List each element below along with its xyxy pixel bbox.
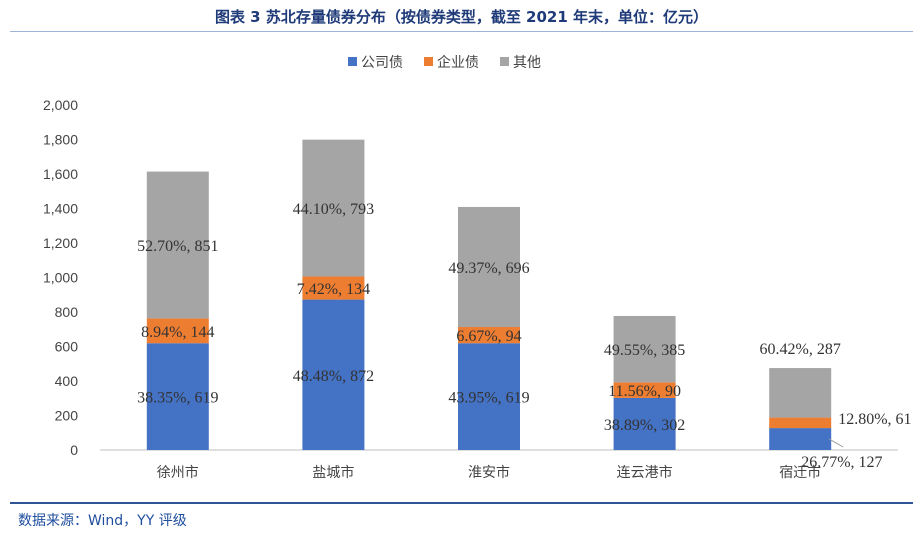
bar-segment xyxy=(458,327,520,344)
data-label: 12.80%, 61 xyxy=(838,411,911,428)
y-tick-label: 800 xyxy=(55,304,79,320)
data-label: 6.67%, 94 xyxy=(456,328,521,345)
y-tick-label: 1,000 xyxy=(43,270,78,286)
legend-label: 企业债 xyxy=(437,54,479,71)
legend-label: 其他 xyxy=(513,55,541,71)
data-label: 44.10%, 793 xyxy=(293,201,374,218)
bar-segment xyxy=(302,139,365,277)
chart-title: 图表 3 苏北存量债券分布（按债券类型，截至 2021 年末，单位：亿元） xyxy=(214,8,709,26)
bar-segment xyxy=(302,276,365,300)
x-tick-label: 盐城市 xyxy=(312,464,354,481)
bar-segment xyxy=(146,343,209,450)
bar-segment xyxy=(458,343,520,450)
data-label: 8.94%, 144 xyxy=(141,324,214,341)
bar-segment xyxy=(302,299,365,450)
source-note: 数据来源：Wind，YY 评级 xyxy=(18,513,187,529)
y-tick-label: 400 xyxy=(55,373,79,389)
bar-segment xyxy=(769,368,832,418)
data-label: 60.42%, 287 xyxy=(760,341,841,358)
x-tick-label: 连云港市 xyxy=(617,464,673,481)
data-label: 43.95%, 619 xyxy=(448,390,529,407)
title-divider xyxy=(10,31,913,32)
y-tick-label: 600 xyxy=(55,339,79,355)
legend-label: 公司债 xyxy=(361,55,403,71)
bar-segment xyxy=(769,417,832,429)
x-tick-label: 淮安市 xyxy=(468,464,510,481)
legend-swatch xyxy=(500,57,509,66)
bar-segment xyxy=(458,206,520,328)
data-label: 38.35%, 619 xyxy=(137,390,218,407)
data-label: 7.42%, 134 xyxy=(297,281,370,298)
data-label: 48.48%, 872 xyxy=(293,368,374,385)
data-label: 11.56%, 90 xyxy=(608,383,681,400)
footer-divider xyxy=(10,502,913,504)
y-tick-label: 1,800 xyxy=(43,132,78,148)
y-tick-label: 0 xyxy=(70,442,78,458)
bar-segment xyxy=(146,171,209,319)
legend-swatch xyxy=(348,57,357,66)
x-tick-label: 徐州市 xyxy=(157,464,199,481)
bar-segment xyxy=(146,318,209,344)
y-tick-label: 1,400 xyxy=(43,201,78,217)
y-tick-label: 2,000 xyxy=(43,97,78,113)
bar-segment xyxy=(613,315,676,383)
data-label: 49.55%, 385 xyxy=(604,342,685,359)
bar-segment xyxy=(613,382,676,398)
data-label: 38.89%, 302 xyxy=(604,417,685,434)
y-tick-label: 1,200 xyxy=(43,235,78,251)
data-label: 26.77%, 127 xyxy=(801,454,882,471)
y-tick-label: 200 xyxy=(55,408,79,424)
data-label: 49.37%, 696 xyxy=(448,260,529,277)
leader-line xyxy=(828,438,844,448)
bar-segment xyxy=(769,428,832,450)
x-tick-label: 宿迁市 xyxy=(779,464,821,481)
data-label: 52.70%, 851 xyxy=(137,238,218,255)
bar-segment xyxy=(613,397,676,450)
y-tick-label: 1,600 xyxy=(43,166,78,182)
stacked-bar-chart: 0 200 400 600 800 1,000 1,200 1,400 1,600 1,800 2,… xyxy=(43,54,912,481)
legend-swatch xyxy=(424,57,433,66)
